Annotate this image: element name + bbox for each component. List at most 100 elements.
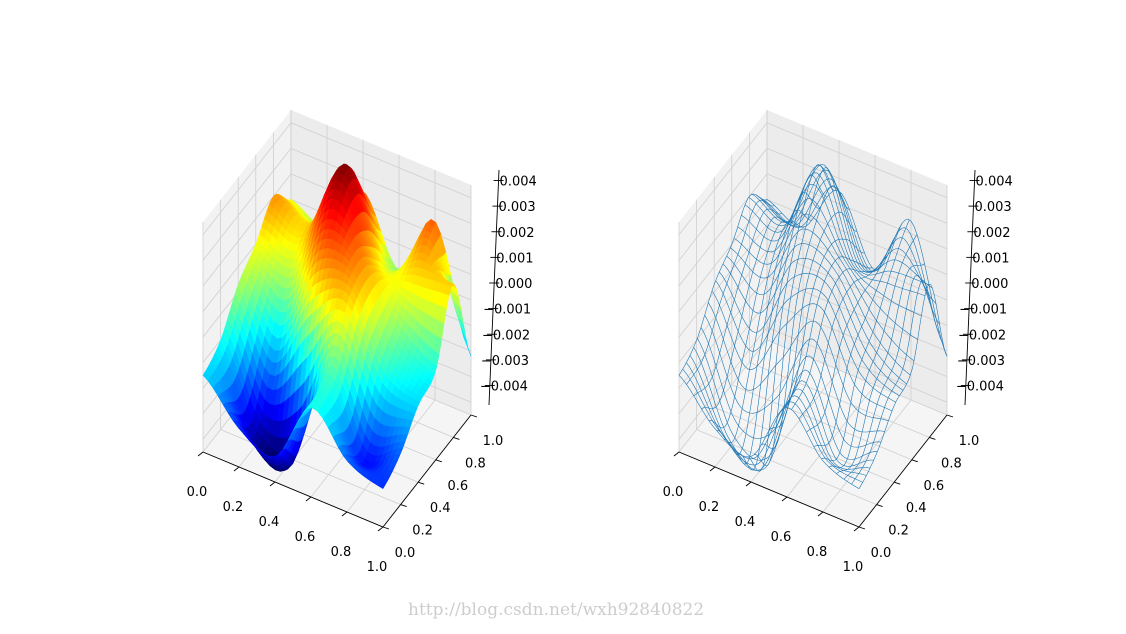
wireframe-line: [686, 200, 775, 385]
left-gridline-z: [678, 224, 768, 338]
y-tick-label: 0.0: [395, 546, 416, 561]
wireframe-line: [783, 256, 873, 409]
y-tick-label: 0.6: [447, 479, 468, 494]
x-tick: [197, 451, 204, 457]
z-tick-label: 0.002: [497, 226, 534, 241]
z-axis-line: [964, 169, 976, 406]
x-tick: [377, 526, 384, 532]
x-tick-label: 0.0: [187, 485, 208, 500]
left-gridline-z: [202, 122, 292, 236]
x-tick-label: 0.4: [735, 515, 756, 530]
back-gridline-z: [766, 122, 948, 199]
z-tick-label: 0.004: [976, 175, 1013, 190]
wireframe-line: [731, 192, 820, 465]
x-tick: [269, 481, 276, 487]
wireframe-line: [791, 268, 880, 410]
back-gridline-z: [766, 326, 948, 403]
z-tick-label: 0.004: [500, 175, 537, 190]
y-tick: [382, 526, 390, 530]
x-tick-label: 1.0: [843, 560, 864, 575]
wireframe-line: [701, 216, 790, 410]
z-tick-label: 0.003: [498, 200, 535, 215]
z-tick-label: 0.003: [974, 200, 1011, 215]
x-tick: [853, 526, 860, 532]
x-tick: [817, 511, 824, 517]
y-axis-line: [382, 414, 472, 528]
z-tick-label: 0.001: [972, 251, 1009, 266]
z-axis-line: [488, 169, 500, 406]
x-tick-label: 0.8: [807, 545, 828, 560]
back-gridline-z: [766, 173, 948, 250]
floor-gridline-x: [678, 339, 768, 453]
x-tick: [341, 511, 348, 517]
z-tick-label: 0.002: [973, 226, 1010, 241]
y-tick: [453, 436, 460, 440]
wireframe-line: [821, 219, 910, 462]
x-tick-label: 1.0: [367, 560, 388, 575]
wireframe-line: [828, 234, 918, 468]
floor-gridline-y: [714, 406, 895, 483]
wireframe-line: [746, 164, 835, 472]
wireframe-line: [768, 211, 858, 431]
y-tick: [911, 459, 918, 463]
y-tick: [946, 414, 954, 418]
left-gridline-z: [678, 199, 768, 312]
z-tick-label: 0.000: [495, 277, 532, 292]
back-gridline-z: [766, 275, 948, 352]
y-tick-label: 0.2: [412, 524, 433, 539]
y-tick-label: 0.0: [871, 546, 892, 561]
wireframe-plot-axes: 0.0 0.2 0.4 0.6 0.8 1.0 0.0 0.2 0.4 0.6 0.8 1.0 0.00…: [663, 110, 1013, 575]
wireframe-line: [851, 280, 940, 485]
left-gridline-z: [678, 250, 768, 363]
wireframe-line: [836, 263, 925, 474]
y-tick: [858, 526, 866, 530]
x-tick-label: 0.8: [331, 545, 352, 560]
x-tick-label: 0.2: [699, 500, 720, 515]
x-tick: [709, 466, 716, 472]
y-tick-label: 0.4: [906, 501, 927, 516]
x-tick-label: 0.0: [663, 485, 684, 500]
x-tick: [673, 451, 680, 457]
x-axis-line: [678, 451, 860, 528]
x-tick: [781, 496, 788, 502]
wireframe-line: [716, 220, 805, 444]
wireframe-line: [798, 256, 888, 419]
wireframe-line: [813, 223, 903, 448]
wireframe-line: [708, 221, 798, 429]
wireframe-line: [761, 185, 850, 449]
wireframe-line: [806, 238, 895, 433]
watermark: http://blog.csdn.net/wxh92840822: [408, 600, 704, 620]
left-gridline-z: [678, 326, 768, 440]
surface-patch: [377, 481, 386, 490]
z-tick-label: −0.002: [958, 328, 1006, 343]
y-tick: [418, 481, 425, 485]
back-gridline-z: [766, 147, 948, 224]
back-gridline-z: [766, 301, 948, 378]
z-tick-label: −0.003: [481, 354, 529, 369]
y-tick-label: 0.8: [941, 456, 962, 471]
wireframe-line: [723, 209, 813, 455]
z-tick-label: −0.003: [957, 354, 1005, 369]
y-tick-label: 1.0: [483, 434, 504, 449]
y-tick: [876, 504, 883, 508]
y-tick: [929, 436, 936, 440]
y-tick: [470, 414, 478, 418]
wireframe-line: [738, 174, 828, 471]
y-tick-label: 1.0: [959, 434, 980, 449]
y-tick: [400, 504, 407, 508]
floor-gridline-y: [749, 362, 930, 438]
floor-gridline-y: [766, 339, 948, 416]
x-tick: [745, 481, 752, 487]
x-tick: [305, 496, 312, 502]
z-tick-label: −0.004: [956, 380, 1004, 395]
back-gridline-z: [290, 147, 472, 224]
wireframe-line: [678, 193, 768, 376]
x-tick-label: 0.4: [259, 515, 280, 530]
left-gridline-z: [678, 122, 768, 236]
left-gridline-z: [678, 173, 768, 287]
x-tick-label: 0.6: [295, 530, 316, 545]
z-tick-label: −0.002: [482, 328, 530, 343]
floor-gridline-x: [822, 399, 912, 513]
